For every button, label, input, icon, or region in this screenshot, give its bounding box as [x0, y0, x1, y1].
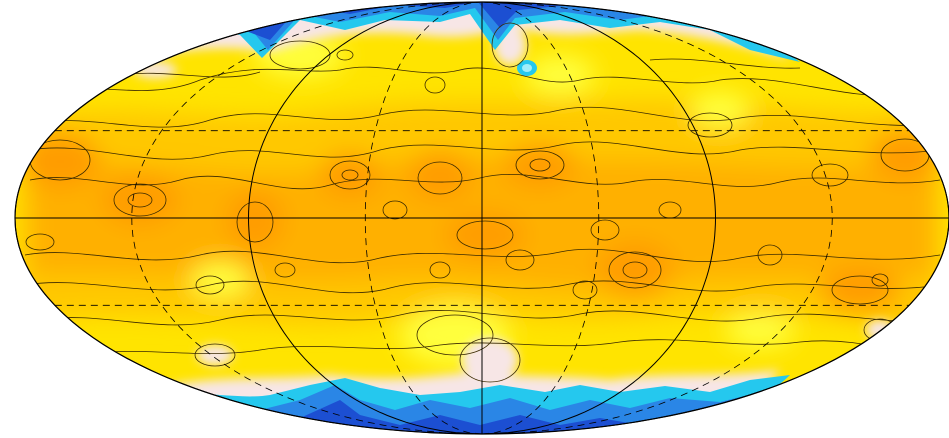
- field-regions: [20, 33, 940, 365]
- map-outline: [14, 1, 949, 435]
- contour-lines: [19, 22, 946, 383]
